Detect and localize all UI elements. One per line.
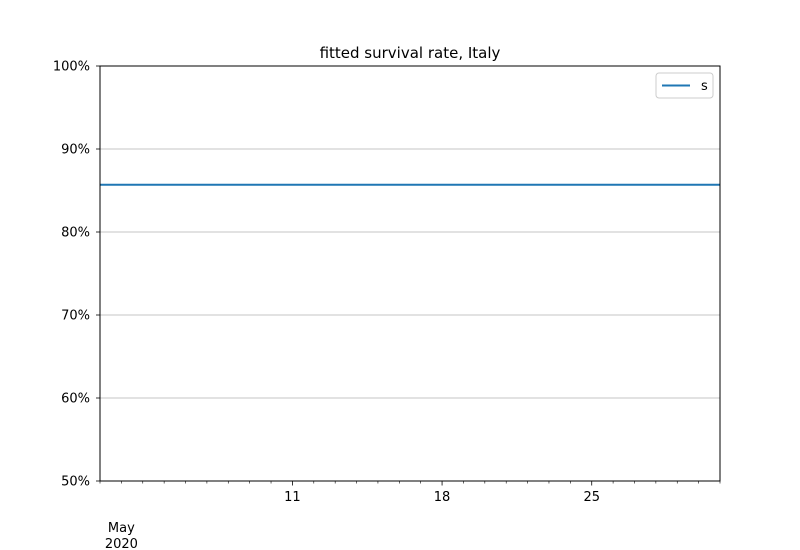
y-tick-label: 90% xyxy=(61,143,90,158)
plot-frame xyxy=(99,65,721,482)
x-tick-label: 25 xyxy=(583,490,600,505)
y-tick-label: 50% xyxy=(61,475,90,490)
legend: s xyxy=(655,72,714,99)
x-tick-label: 18 xyxy=(434,490,451,505)
chart-title: fitted survival rate, Italy xyxy=(320,44,501,62)
y-tick-label: 70% xyxy=(61,309,90,324)
y-axis-ticks: 50% 60% 70% 80% 90% 100% xyxy=(53,60,100,490)
y-tick-label: 60% xyxy=(61,392,90,407)
x-secondary-label: 2020 xyxy=(105,537,138,550)
y-tick-label: 80% xyxy=(61,226,90,241)
x-tick-label: 11 xyxy=(284,490,301,505)
y-tick-label: 100% xyxy=(53,60,90,75)
grid-lines xyxy=(100,148,720,399)
x-secondary-label: May xyxy=(108,521,135,536)
legend-label-s: s xyxy=(701,79,708,94)
